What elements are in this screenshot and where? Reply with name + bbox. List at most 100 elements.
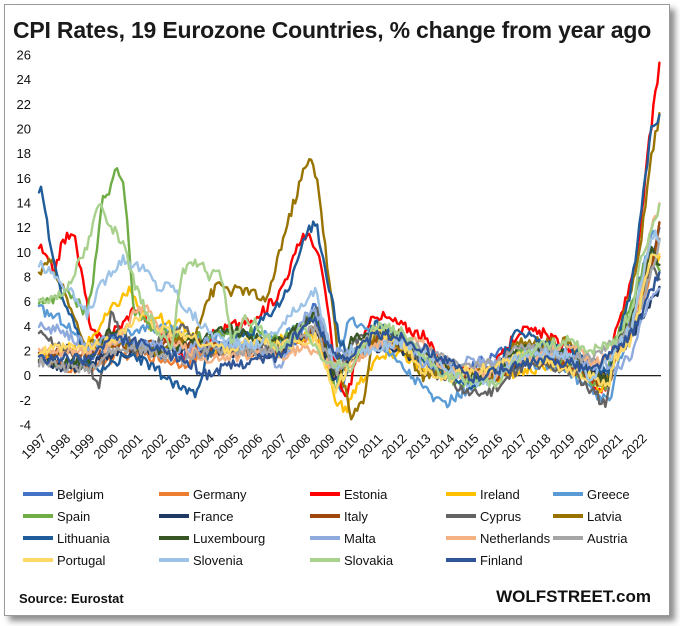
legend-item-estonia: Estonia (310, 485, 387, 503)
x-tick-label: 2011 (355, 431, 385, 461)
legend-swatch (310, 514, 340, 518)
legend-item-greece: Greece (553, 485, 630, 503)
legend-item-spain: Spain (23, 507, 90, 525)
x-tick-label: 2010 (331, 431, 362, 462)
legend-item-belgium: Belgium (23, 485, 104, 503)
y-tick-label: 6 (24, 294, 31, 309)
y-tick-label: 12 (17, 220, 31, 235)
x-tick-label: 2000 (90, 431, 121, 462)
x-tick-label: 2001 (114, 431, 145, 462)
x-tick-label: 2009 (307, 431, 338, 462)
y-tick-label: 26 (17, 48, 31, 63)
x-tick-label: 2018 (523, 431, 554, 462)
chart-title: CPI Rates, 19 Eurozone Countries, % chan… (13, 17, 652, 43)
y-tick-label: 0 (24, 368, 31, 383)
x-tick-label: 1998 (42, 431, 73, 462)
legend-item-ireland: Ireland (446, 485, 520, 503)
brand-label: WOLFSTREET.com (496, 587, 651, 606)
legend-item-austria: Austria (553, 529, 627, 547)
x-tick-label: 2004 (186, 431, 217, 462)
legend-label: Lithuania (57, 530, 110, 546)
x-tick-label: 2008 (283, 431, 314, 462)
y-tick-label: 14 (17, 196, 31, 211)
legend-swatch (23, 558, 53, 562)
legend-swatch (553, 514, 583, 518)
legend-item-luxembourg: Luxembourg (159, 529, 265, 547)
x-tick-label: 2022 (619, 431, 650, 462)
legend-label: Slovakia (344, 552, 394, 568)
y-tick-label: 16 (17, 171, 31, 186)
legend-label: Latvia (587, 508, 622, 524)
legend-label: Spain (57, 508, 91, 524)
y-tick-label: -2 (19, 393, 31, 408)
legend-item-portugal: Portugal (23, 551, 105, 569)
legend-label: France (193, 508, 234, 524)
legend-item-lithuania: Lithuania (23, 529, 110, 547)
legend-swatch (159, 514, 189, 518)
legend-swatch (310, 536, 340, 540)
x-tick-label: 2019 (547, 431, 578, 462)
chart-frame: CPI Rates, 19 Eurozone Countries, % chan… (4, 4, 670, 616)
y-tick-label: 24 (17, 72, 31, 87)
x-tick-label: 2003 (162, 431, 193, 462)
legend-swatch (446, 492, 476, 496)
legend-swatch (553, 492, 583, 496)
y-tick-label: 10 (17, 245, 31, 260)
x-tick-label: 2020 (571, 431, 602, 462)
series-line-slovenia (37, 229, 661, 389)
legend-label: Ireland (480, 486, 520, 502)
y-tick-label: 18 (17, 146, 31, 161)
legend-swatch (553, 536, 583, 540)
x-tick-label: 2015 (451, 431, 482, 462)
x-tick-label: 2014 (427, 431, 458, 462)
legend-label: Estonia (344, 486, 388, 502)
legend-item-slovakia: Slovakia (310, 551, 393, 569)
legend-label: Luxembourg (193, 530, 266, 546)
legend-item-cyprus: Cyprus (446, 507, 521, 525)
legend-item-netherlands: Netherlands (446, 529, 550, 547)
legend-label: Austria (587, 530, 628, 546)
x-tick-label: 2013 (403, 431, 434, 462)
legend-item-malta: Malta (310, 529, 376, 547)
source-note: Source: Eurostat (19, 591, 124, 606)
legend-label: Belgium (57, 486, 104, 502)
legend-label: Finland (480, 552, 523, 568)
legend-swatch (446, 558, 476, 562)
legend-label: Portugal (57, 552, 106, 568)
y-tick-label: -4 (19, 418, 31, 433)
x-tick-label: 2006 (234, 431, 265, 462)
chart-plot: -4-2024681012141618202224261997199819992… (17, 48, 661, 462)
legend-swatch (159, 536, 189, 540)
x-tick-label: 1999 (66, 431, 97, 462)
legend-item-finland: Finland (446, 551, 523, 569)
x-tick-label: 2021 (595, 431, 626, 462)
legend-swatch (310, 558, 340, 562)
x-tick-label: 2012 (379, 431, 410, 462)
legend-swatch (446, 536, 476, 540)
x-tick-label: 2017 (499, 431, 530, 462)
x-tick-label: 1997 (18, 431, 49, 462)
legend-label: Netherlands (480, 530, 551, 546)
legend-label: Slovenia (193, 552, 243, 568)
x-tick-label: 2007 (258, 431, 289, 462)
x-tick-label: 2016 (475, 431, 506, 462)
x-tick-label: 2002 (138, 431, 169, 462)
y-tick-label: 20 (17, 122, 31, 137)
series-line-greece (37, 229, 661, 409)
legend-swatch (310, 492, 340, 496)
legend-swatch (23, 514, 53, 518)
legend-label: Germany (193, 486, 247, 502)
legend-item-france: France (159, 507, 233, 525)
legend-item-germany: Germany (159, 485, 246, 503)
legend-swatch (159, 558, 189, 562)
legend-item-italy: Italy (310, 507, 368, 525)
legend-swatch (159, 492, 189, 496)
series-line-slovakia (37, 202, 661, 389)
y-tick-label: 4 (24, 319, 31, 334)
legend-label: Greece (587, 486, 630, 502)
legend-swatch (23, 536, 53, 540)
legend-label: Cyprus (480, 508, 522, 524)
y-tick-label: 22 (17, 97, 31, 112)
legend-label: Malta (344, 530, 376, 546)
legend-item-slovenia: Slovenia (159, 551, 243, 569)
